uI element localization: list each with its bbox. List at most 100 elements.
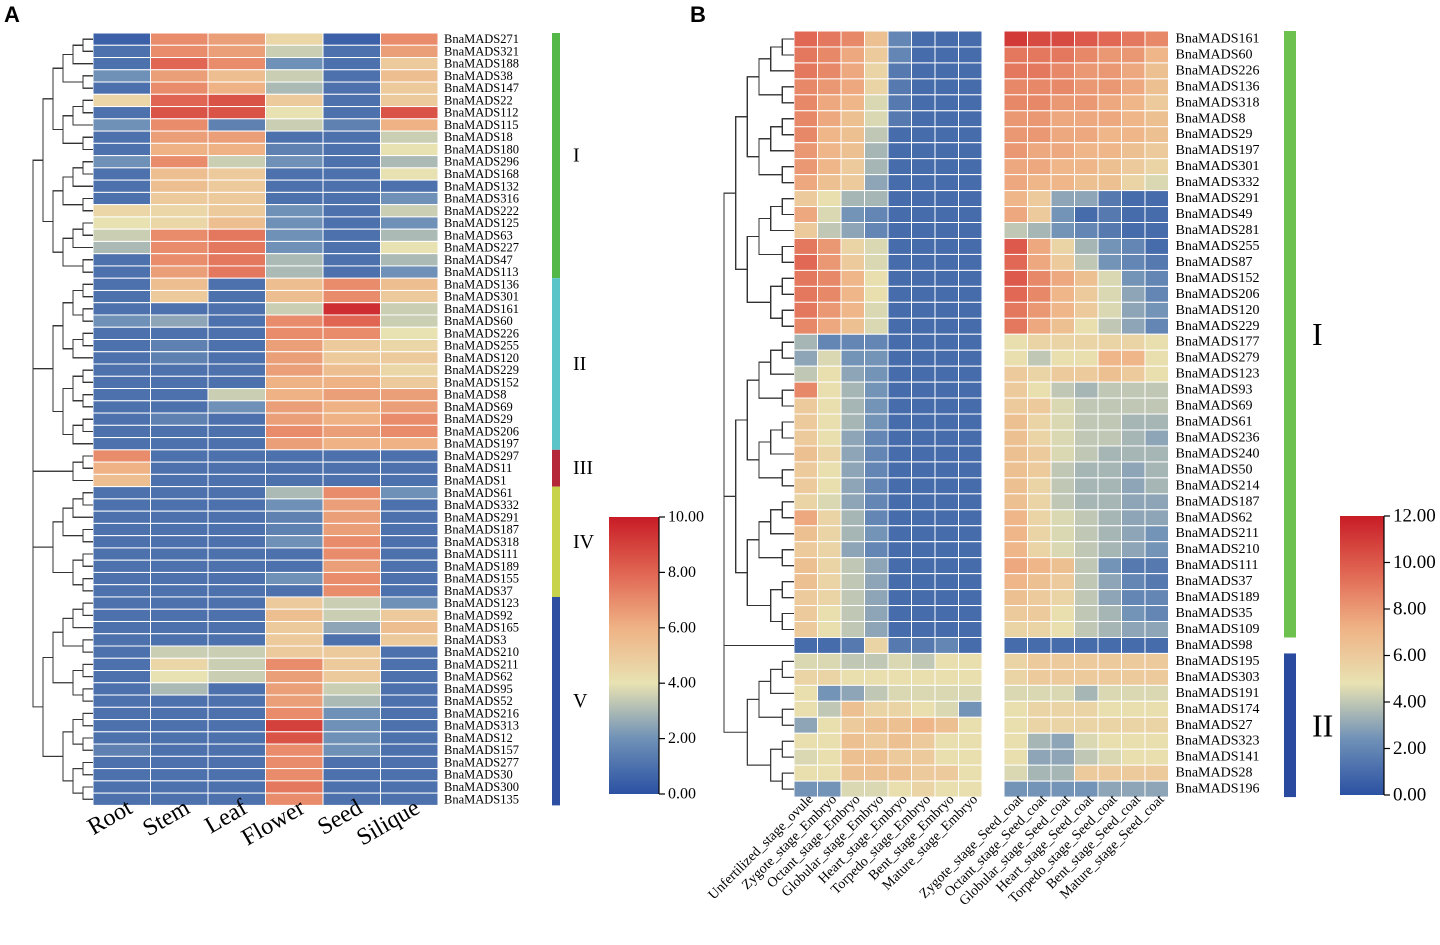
panel-b-cell <box>864 461 889 479</box>
panel-a-cell <box>207 461 266 475</box>
panel-a-cell <box>92 657 151 672</box>
panel-a-cell <box>207 400 266 414</box>
panel-b-cell <box>1050 190 1075 208</box>
panel-b-cell <box>1003 158 1028 176</box>
panel-b-cell <box>840 349 865 367</box>
panel-b-cell <box>864 668 889 686</box>
panel-b-cell <box>911 301 936 319</box>
panel-b-cell <box>817 605 842 623</box>
panel-a-cell <box>92 240 151 255</box>
panel-b-cell <box>1097 62 1122 80</box>
panel-b-cell <box>1121 732 1146 750</box>
panel-b-cell <box>864 636 889 654</box>
panel-b-cell <box>1097 636 1122 654</box>
panel-b-cell <box>1121 684 1146 702</box>
panel-a-cell <box>322 547 381 561</box>
panel-b-cell <box>840 46 865 64</box>
panel-b-cell <box>1144 413 1169 431</box>
panel-a-cell <box>150 596 209 610</box>
panel-b-cell <box>840 174 865 192</box>
panel-a-row-label: BnaMADS165 <box>444 621 519 635</box>
panel-b-cell <box>958 700 983 718</box>
panel-b-row-label: BnaMADS318 <box>1176 95 1260 110</box>
panel-b-cell <box>1074 349 1099 367</box>
panel-b-cell <box>911 557 936 575</box>
panel-b-cell <box>1027 477 1052 495</box>
panel-a-cell <box>265 130 324 144</box>
panel-a-cell <box>265 522 324 537</box>
panel-b-cell <box>958 174 983 192</box>
panel-a-cell <box>322 142 381 157</box>
panel-a-cell <box>380 388 439 402</box>
panel-b-cell <box>911 748 936 766</box>
panel-a-cell <box>265 719 324 733</box>
panel-b-cell <box>864 509 889 527</box>
panel-b-cell <box>911 126 936 144</box>
panel-b-cell <box>934 174 959 192</box>
panel-a-cell <box>265 142 324 157</box>
panel-b-cell <box>958 525 983 543</box>
panel-b-cell <box>911 110 936 128</box>
panel-a-group-label: IV <box>573 531 595 553</box>
panel-a-cell <box>380 719 439 733</box>
panel-b-row-label: BnaMADS189 <box>1176 590 1260 605</box>
panel-b-cell <box>817 557 842 575</box>
panel-b-cell <box>934 493 959 511</box>
panel-a-cell <box>380 596 439 610</box>
panel-a-cell <box>380 620 439 635</box>
panel-a-cell <box>150 326 209 340</box>
panel-a-cell <box>92 204 151 218</box>
panel-b-cell <box>887 158 912 176</box>
panel-a-cell <box>150 461 209 475</box>
panel-a-row-label: BnaMADS313 <box>444 719 519 733</box>
panel-b-cell <box>1121 78 1146 96</box>
panel-b-row-label: BnaMADS69 <box>1176 399 1253 414</box>
panel-b-cell <box>840 190 865 208</box>
panel-a-cell <box>265 302 324 316</box>
panel-b-cell <box>1050 509 1075 527</box>
panel-b-cell <box>1074 541 1099 559</box>
panel-a-cell <box>92 449 151 463</box>
panel-b-cell <box>1074 573 1099 591</box>
panel-b-cell <box>793 269 818 287</box>
panel-a-cell <box>322 400 381 414</box>
panel-b-cell <box>1003 429 1028 447</box>
panel-b-cell <box>1097 477 1122 495</box>
panel-b-cell <box>1003 525 1028 543</box>
panel-b-cell <box>1003 605 1028 623</box>
panel-b-cell <box>817 46 842 64</box>
panel-a-cell <box>265 118 324 132</box>
panel-a-cell <box>322 388 381 402</box>
panel-a-cell <box>150 743 209 757</box>
panel-a-cell <box>207 44 266 59</box>
panel-b-cell <box>817 206 842 224</box>
panel-b-cell <box>864 237 889 255</box>
panel-b-cell <box>793 589 818 607</box>
panel-a-scale-tick-label: 0.00 <box>668 786 696 803</box>
panel-b-cell <box>1121 605 1146 623</box>
panel-a-cell <box>207 768 266 782</box>
panel-b-cell <box>1097 413 1122 431</box>
panel-b-cell <box>1074 158 1099 176</box>
panel-b-cell <box>958 397 983 415</box>
panel-b-cell <box>1144 365 1169 383</box>
panel-b-row-label: BnaMADS87 <box>1176 255 1253 270</box>
panel-b-cell <box>1097 748 1122 766</box>
panel-b-cell <box>1003 78 1028 96</box>
panel-a-cell <box>322 731 381 745</box>
panel-b-cell <box>958 589 983 607</box>
panel-b-cell <box>1027 30 1052 48</box>
panel-a-scale-tick-label: 4.00 <box>668 675 696 692</box>
panel-a-cell <box>322 44 381 59</box>
panel-b-cell <box>1003 668 1028 686</box>
panel-b-cell <box>1121 333 1146 351</box>
panel-b-cell <box>1050 732 1075 750</box>
panel-b-cell <box>1144 684 1169 702</box>
panel-a-row-label: BnaMADS155 <box>444 572 519 586</box>
panel-a-cell <box>92 522 151 537</box>
panel-b-cell <box>887 253 912 271</box>
panel-a-cell <box>322 375 381 390</box>
panel-a-cell <box>265 584 324 598</box>
panel-b-cell <box>1027 605 1052 623</box>
panel-a-cell <box>322 571 381 586</box>
